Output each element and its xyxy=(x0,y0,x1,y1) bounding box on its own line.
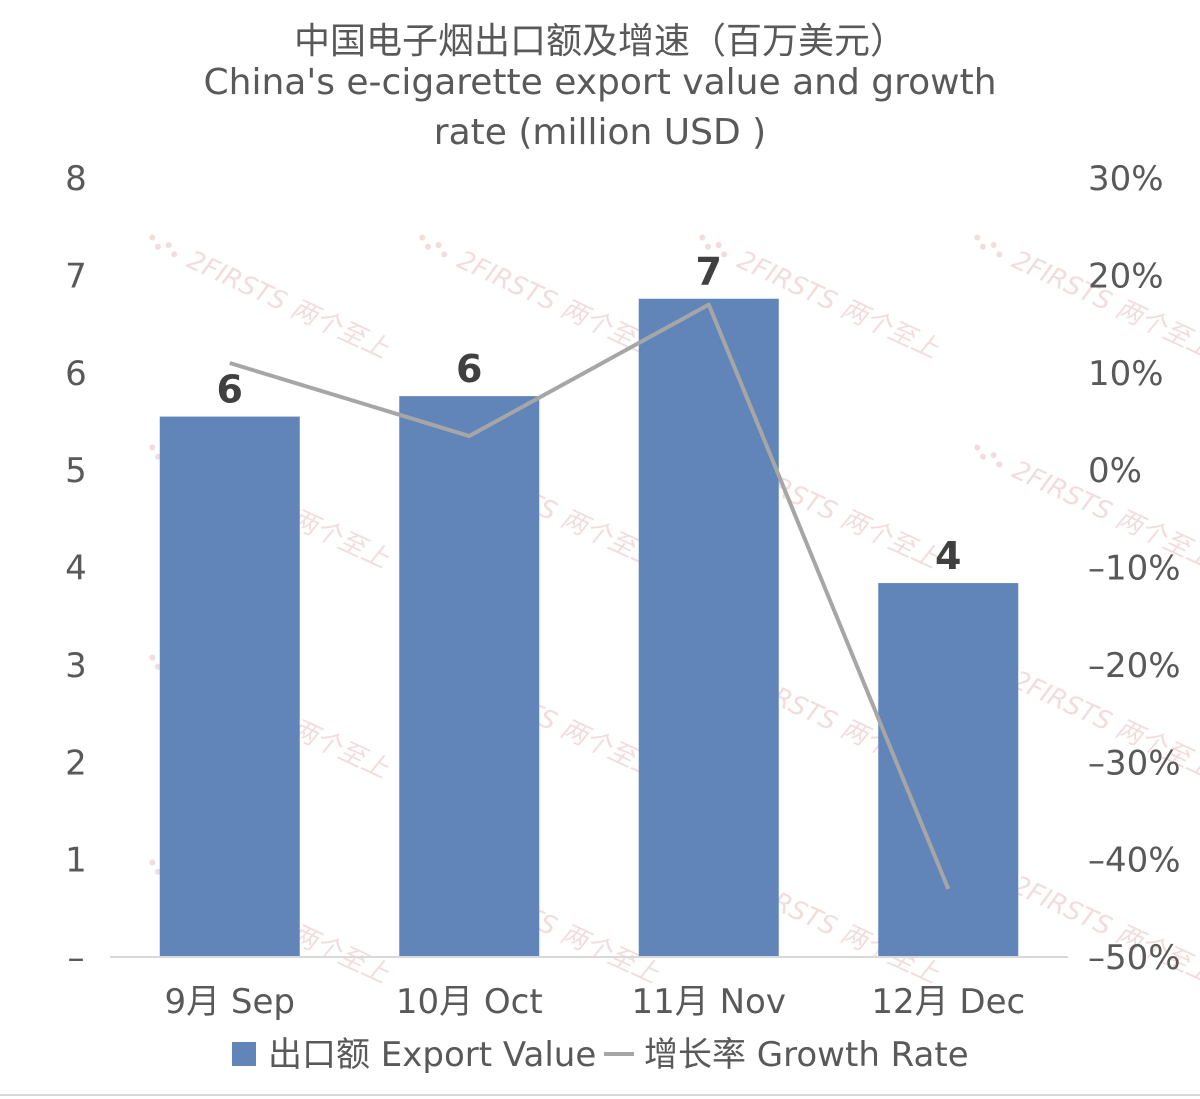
left-tick-label: – xyxy=(68,938,85,978)
watermark-dot xyxy=(149,859,156,866)
legend-swatch-export xyxy=(232,1042,256,1066)
watermark-dot xyxy=(149,444,156,451)
watermark-dot xyxy=(165,242,172,249)
data-labels: 6 6 7 4 xyxy=(217,250,962,578)
left-tick-label: 3 xyxy=(65,646,87,686)
bar-2 xyxy=(399,396,540,957)
watermark-logo: 2FIRSTS 两个至上 xyxy=(974,234,1200,365)
line-series xyxy=(229,302,951,890)
watermark-dot xyxy=(990,242,997,249)
bar-data-label: 7 xyxy=(696,250,722,294)
legend-label-growth: 增长率 Growth Rate xyxy=(644,1035,969,1075)
watermark-logo: 2FIRSTS 两个至上 xyxy=(149,234,394,365)
bar-series xyxy=(159,298,1019,958)
bar-3 xyxy=(638,298,779,957)
watermark-text: 2FIRSTS 两个至上 xyxy=(182,245,394,365)
chart-title-en-line1: China's e-cigarette export value and gro… xyxy=(203,62,997,103)
x-tick-label: 11月 Nov xyxy=(632,982,786,1022)
watermark-dot xyxy=(715,242,722,249)
watermark-dot xyxy=(996,251,1003,258)
x-tick-label: 12月 Dec xyxy=(871,982,1025,1022)
watermark-dot xyxy=(154,868,161,875)
right-tick-label: –50% xyxy=(1088,938,1181,978)
right-tick-label: –10% xyxy=(1088,549,1181,589)
watermark-dot xyxy=(704,243,711,250)
axes: – 1 2 3 4 5 6 7 8 –50% –40% –30% –20% –10% 0% 10% 20% 30%… xyxy=(65,159,1180,1022)
right-tick-label: –40% xyxy=(1088,841,1181,881)
left-tick-label: 2 xyxy=(65,743,87,783)
left-tick-label: 6 xyxy=(65,354,87,394)
watermark-dot xyxy=(721,251,728,258)
bar-1 xyxy=(159,416,300,958)
bar-data-label: 6 xyxy=(217,368,243,412)
watermark-dot xyxy=(974,444,981,451)
x-tick-label: 9月 Sep xyxy=(164,982,295,1022)
bar-data-label: 6 xyxy=(456,347,482,391)
left-tick-label: 7 xyxy=(65,256,87,296)
right-tick-label: –20% xyxy=(1088,646,1181,686)
x-tick-label: 10月 Oct xyxy=(396,982,543,1022)
watermark-dot xyxy=(979,243,986,250)
right-tick-label: 10% xyxy=(1088,354,1164,394)
watermark-dot xyxy=(699,234,706,241)
left-tick-label: 5 xyxy=(65,451,87,491)
watermark-dot xyxy=(149,654,156,661)
left-tick-label: 1 xyxy=(65,841,87,881)
right-tick-label: 0% xyxy=(1088,451,1142,491)
right-tick-label: 20% xyxy=(1088,256,1164,296)
legend: 出口额 Export Value 增长率 Growth Rate xyxy=(232,1035,969,1075)
growth-rate-line xyxy=(229,302,951,890)
watermark-dot xyxy=(996,461,1003,468)
watermark-dot xyxy=(435,242,442,249)
watermark-dot xyxy=(424,243,431,250)
left-tick-label: 4 xyxy=(65,549,87,589)
legend-label-export: 出口额 Export Value xyxy=(268,1035,596,1075)
watermark-logo: 2FIRSTS 两个至上 xyxy=(419,234,664,365)
watermark-dot xyxy=(149,234,156,241)
bottom-divider xyxy=(0,1094,1200,1096)
watermark-dot xyxy=(171,251,178,258)
chart-title-cn: 中国电子烟出口额及增速（百万美元） xyxy=(293,21,906,62)
left-tick-label: 8 xyxy=(65,159,87,199)
watermark-dot xyxy=(154,663,161,670)
right-tick-label: –30% xyxy=(1088,743,1181,783)
watermark-dot xyxy=(154,453,161,460)
right-tick-label: 30% xyxy=(1088,159,1164,199)
watermark-dot xyxy=(154,243,161,250)
watermark-dot xyxy=(419,234,426,241)
watermark-dot xyxy=(979,453,986,460)
watermark-dot xyxy=(990,452,997,459)
watermark-dot xyxy=(974,234,981,241)
chart-title-en-line2: rate (million USD ) xyxy=(433,112,767,153)
bar-data-label: 4 xyxy=(935,534,961,578)
watermark-dot xyxy=(441,251,448,258)
